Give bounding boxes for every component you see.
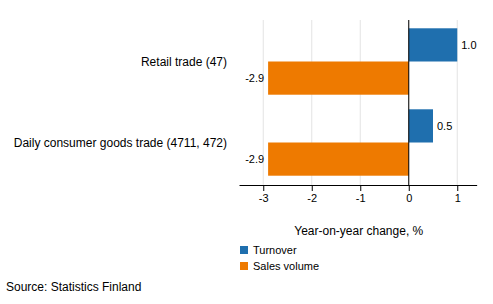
category-label: Daily consumer goods trade (4711, 472) [14,136,227,150]
x-axis: -3 -2 -1 0 1 [240,185,478,204]
tick: -2 [307,185,317,204]
data-label: 1.0 [461,39,476,51]
tick-mark [360,185,361,191]
tick: -3 [259,185,269,204]
legend-label: Turnover [253,244,297,256]
tick: 0 [406,185,412,204]
legend-swatch [240,246,248,254]
zero-line [408,20,409,185]
bar [409,109,433,142]
bar [409,28,458,61]
chart: 1.0 0.5 -2.9 -2.9 Retail trade (47) Daily con… [0,0,493,304]
grid [263,20,457,185]
bar [268,62,409,95]
bars [268,28,457,175]
tick-label: -3 [259,192,269,204]
data-label: 0.5 [437,120,452,132]
category-label: Retail trade (47) [141,55,227,69]
tick-mark [312,185,313,191]
tick: 1 [455,185,461,204]
tick-mark [409,185,410,191]
x-axis-title: Year-on-year change, % [294,224,423,238]
tick-label: 0 [406,192,412,204]
legend-label: Sales volume [253,260,319,272]
grid-line [408,20,409,185]
tick-label: -1 [356,192,366,204]
source: Source: Statistics Finland [6,280,141,294]
tick-label: -2 [307,192,317,204]
category-labels: Retail trade (47) Daily consumer goods tr… [14,55,227,150]
tick-mark [457,185,458,191]
legend: Turnover Sales volume [240,244,319,272]
legend-swatch [240,262,248,270]
data-label: -2.9 [245,72,264,84]
data-labels: 1.0 0.5 -2.9 -2.9 [245,39,476,165]
tick: -1 [356,185,366,204]
bar [268,143,409,176]
tick-label: 1 [455,192,461,204]
data-label: -2.9 [245,153,264,165]
tick-mark [263,185,264,191]
axis-line [240,185,478,186]
